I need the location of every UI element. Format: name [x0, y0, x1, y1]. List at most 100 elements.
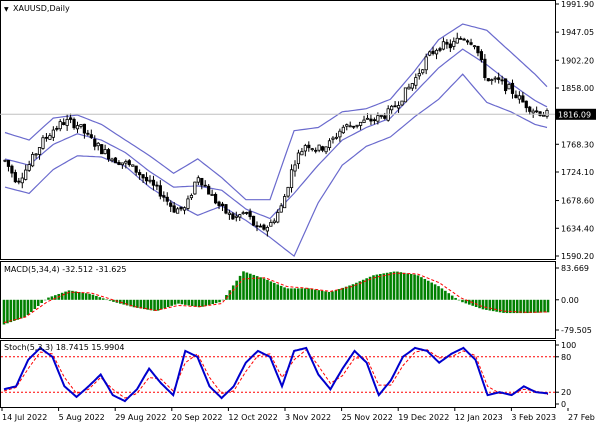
candle-body	[272, 220, 276, 223]
candle-body	[34, 153, 38, 156]
x-tick-label: 3 Feb 2023	[511, 413, 556, 422]
candle-body	[100, 144, 104, 155]
candle-body	[127, 160, 131, 166]
macd-bar	[249, 273, 252, 300]
macd-bar	[170, 299, 173, 306]
macd-signal-line	[3, 272, 549, 324]
candle-body	[55, 127, 59, 130]
bollinger-lower-line	[4, 73, 548, 258]
stoch-levels	[1, 356, 555, 393]
macd-bar	[324, 291, 327, 300]
macd-bar	[409, 273, 413, 300]
candle-body	[286, 186, 290, 197]
macd-bar	[71, 290, 74, 300]
candle-body	[234, 215, 238, 218]
current-price-tag: 1816.09	[556, 108, 596, 120]
candle-body	[417, 73, 421, 77]
macd-bar	[156, 299, 160, 311]
candle-body	[200, 177, 204, 186]
candle-body	[251, 215, 256, 226]
macd-bar	[105, 299, 108, 301]
candle-body	[10, 165, 14, 174]
macd-bar	[84, 293, 88, 300]
macd-bar	[454, 297, 457, 300]
candle-body	[448, 43, 452, 49]
candle-body	[321, 146, 325, 151]
candle-body	[86, 132, 90, 135]
candle-body	[517, 95, 521, 100]
price-y-tick-label: 1678.60	[561, 197, 594, 206]
macd-bar	[12, 299, 16, 321]
candle-body	[113, 157, 118, 164]
candle-body	[148, 179, 152, 182]
x-tick-label: 25 Nov 2022	[342, 413, 393, 422]
macd-bar	[136, 299, 139, 308]
candle-body	[186, 198, 190, 209]
x-tick-label: 5 Aug 2022	[59, 413, 105, 422]
candle-body	[434, 49, 439, 55]
candle-body	[124, 161, 128, 164]
macd-bar	[403, 272, 406, 300]
macd-bar	[361, 279, 365, 300]
macd-bar	[33, 299, 37, 310]
candle-body	[106, 149, 111, 160]
macd-bar	[201, 299, 204, 307]
candle-body	[510, 82, 515, 94]
macd-bar	[522, 299, 526, 314]
macd-bar	[23, 299, 26, 318]
candle-body	[421, 69, 425, 74]
macd-bar	[481, 299, 485, 310]
candle-body	[528, 106, 532, 112]
macd-bar	[40, 299, 43, 304]
macd-bar	[385, 272, 389, 300]
macd-bar	[382, 273, 386, 300]
candle-body	[27, 164, 31, 171]
macd-bar	[50, 296, 54, 300]
macd-bar	[225, 294, 228, 300]
candle-body	[514, 94, 518, 99]
macd-bar	[211, 299, 215, 305]
candle-body	[196, 177, 200, 183]
candle-body	[431, 50, 435, 54]
candle-body	[51, 129, 55, 138]
macd-bar	[348, 285, 351, 300]
candle-body	[483, 58, 487, 78]
macd-bar	[283, 287, 286, 300]
macd-bar	[420, 277, 423, 300]
candle-body	[162, 195, 166, 198]
candle-body	[213, 193, 218, 204]
candle-body	[396, 105, 401, 109]
macd-bar	[539, 299, 543, 313]
macd-bar	[9, 299, 13, 323]
macd-bar	[98, 297, 102, 300]
candle-body	[414, 77, 418, 86]
candle-body	[138, 172, 142, 176]
candle-body	[96, 142, 100, 147]
macd-bar	[337, 289, 341, 300]
candle-body	[182, 207, 187, 211]
macd-bar	[194, 299, 197, 307]
macd-bar	[160, 299, 163, 310]
candle-body	[455, 37, 459, 44]
macd-bar	[108, 299, 112, 301]
candle-body	[93, 138, 97, 147]
candle-body	[300, 151, 304, 156]
candle-body	[193, 181, 197, 195]
price-candles	[3, 32, 549, 237]
candle-body	[393, 105, 397, 108]
candle-body	[289, 169, 294, 189]
macd-y-tick-label: -79.505	[561, 326, 592, 335]
candle-body	[341, 126, 345, 134]
candle-body	[283, 196, 287, 209]
candle-body	[245, 212, 249, 214]
candle-body	[227, 212, 231, 215]
candle-body	[3, 159, 7, 162]
price-title: XAUUSD,Daily	[13, 4, 70, 13]
candle-body	[441, 41, 446, 50]
candle-body	[48, 135, 52, 140]
candle-body	[462, 38, 466, 41]
macd-bar	[266, 279, 269, 300]
macd-bar	[423, 278, 427, 300]
macd-bar	[372, 275, 375, 300]
candle-body	[403, 87, 408, 103]
